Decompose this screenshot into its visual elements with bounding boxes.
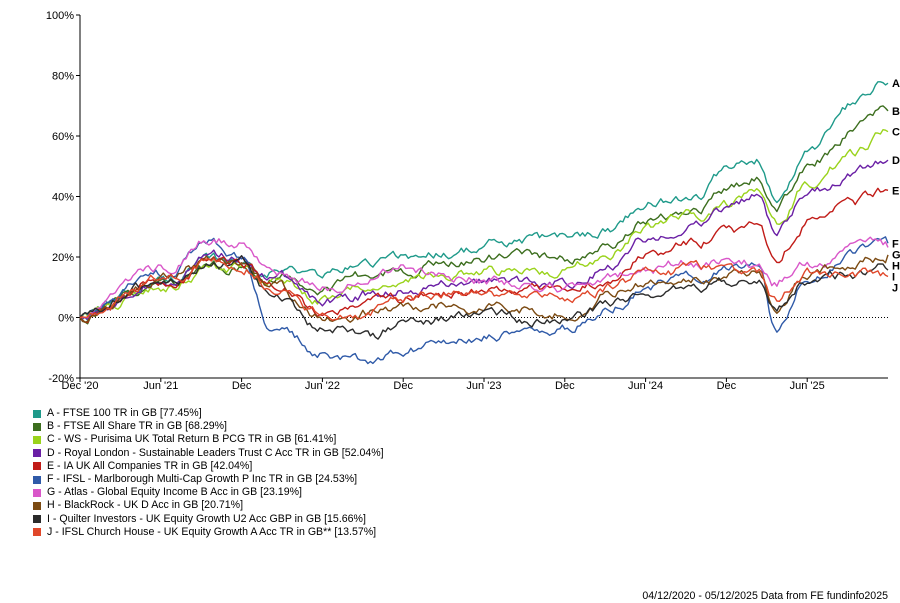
legend-label: G - Atlas - Global Equity Income B Acc i… <box>47 486 302 499</box>
legend-swatch <box>33 501 41 510</box>
legend-item: B - FTSE All Share TR in GB [68.29%] <box>33 420 384 433</box>
series-line-g <box>80 236 889 319</box>
series-line-j <box>79 257 889 321</box>
legend-label: B - FTSE All Share TR in GB [68.29%] <box>47 420 227 433</box>
legend-swatch <box>33 449 41 458</box>
y-tick-label: 0% <box>58 313 74 325</box>
legend-swatch <box>33 475 41 484</box>
legend-item: G - Atlas - Global Equity Income B Acc i… <box>33 486 384 499</box>
x-tick-label: Dec <box>232 380 252 392</box>
legend-item: J - IFSL Church House - UK Equity Growth… <box>33 526 384 539</box>
series-end-label-b: B <box>892 106 900 118</box>
legend: A - FTSE 100 TR in GB [77.45%] B - FTSE A… <box>33 407 384 539</box>
chart: 100% 80% 60% 40% 20% 0% -20%Dec '20 Jun '21 Dec J… <box>46 10 900 392</box>
legend-item: D - Royal London - Sustainable Leaders T… <box>33 447 384 460</box>
x-tick-label: Jun '25 <box>790 380 825 392</box>
legend-label: A - FTSE 100 TR in GB [77.45%] <box>47 407 202 420</box>
series-end-label-d: D <box>892 155 900 167</box>
y-tick-label: 60% <box>52 131 74 143</box>
series-end-label-e: E <box>892 185 899 197</box>
series-end-label-i: I <box>892 271 895 283</box>
legend-label: E - IA UK All Companies TR in GB [42.04%… <box>47 459 253 472</box>
legend-swatch <box>33 528 41 537</box>
legend-label: F - IFSL - Marlborough Multi-Cap Growth … <box>47 473 358 486</box>
legend-item: H - BlackRock - UK D Acc in GB [20.71%] <box>33 499 384 512</box>
x-tick-label: Jun '23 <box>466 380 501 392</box>
legend-swatch <box>33 409 41 418</box>
x-tick-label: Dec <box>555 380 575 392</box>
legend-item: I - Quilter Investors - UK Equity Growth… <box>33 513 384 526</box>
legend-swatch <box>33 435 41 444</box>
x-tick-label: Dec '20 <box>62 380 99 392</box>
y-tick-label: 40% <box>52 192 74 204</box>
series-line-b <box>79 105 889 325</box>
legend-item: E - IA UK All Companies TR in GB [42.04%… <box>33 460 384 473</box>
legend-item: A - FTSE 100 TR in GB [77.45%] <box>33 407 384 420</box>
x-tick-label: Dec <box>393 380 413 392</box>
legend-swatch <box>33 515 41 524</box>
series-line-f <box>79 236 889 365</box>
legend-swatch <box>33 488 41 497</box>
legend-item: F - IFSL - Marlborough Multi-Cap Growth … <box>33 473 384 486</box>
y-tick-label: -20% <box>48 373 74 385</box>
series-end-label-h: H <box>892 260 900 272</box>
series-end-label-c: C <box>892 127 900 139</box>
series-end-label-j: J <box>892 282 898 294</box>
series-line-e <box>79 187 889 324</box>
legend-label: C - WS - Purisima UK Total Return B PCG … <box>47 433 337 446</box>
legend-swatch <box>33 462 41 471</box>
x-tick-label: Jun '24 <box>628 380 663 392</box>
x-tick-label: Jun '22 <box>305 380 340 392</box>
chart-footer: 04/12/2020 - 05/12/2025 Data from FE fun… <box>642 590 888 602</box>
y-tick-label: 20% <box>52 252 74 264</box>
legend-label: J - IFSL Church House - UK Equity Growth… <box>47 525 377 538</box>
series-end-label-a: A <box>892 78 900 90</box>
legend-item: C - WS - Purisima UK Total Return B PCG … <box>33 433 384 446</box>
series-end-label-g: G <box>892 249 900 261</box>
x-tick-label: Jun '21 <box>143 380 178 392</box>
legend-label: H - BlackRock - UK D Acc in GB [20.71%] <box>47 499 244 512</box>
y-tick-label: 100% <box>46 10 74 22</box>
series-line-a <box>79 81 889 321</box>
legend-swatch <box>33 422 41 431</box>
legend-label: I - Quilter Investors - UK Equity Growth… <box>47 512 366 525</box>
y-tick-label: 80% <box>52 71 74 83</box>
legend-label: D - Royal London - Sustainable Leaders T… <box>47 446 384 459</box>
series-line-i <box>79 254 889 340</box>
series-end-label-f: F <box>892 238 899 250</box>
x-tick-label: Dec <box>717 380 737 392</box>
